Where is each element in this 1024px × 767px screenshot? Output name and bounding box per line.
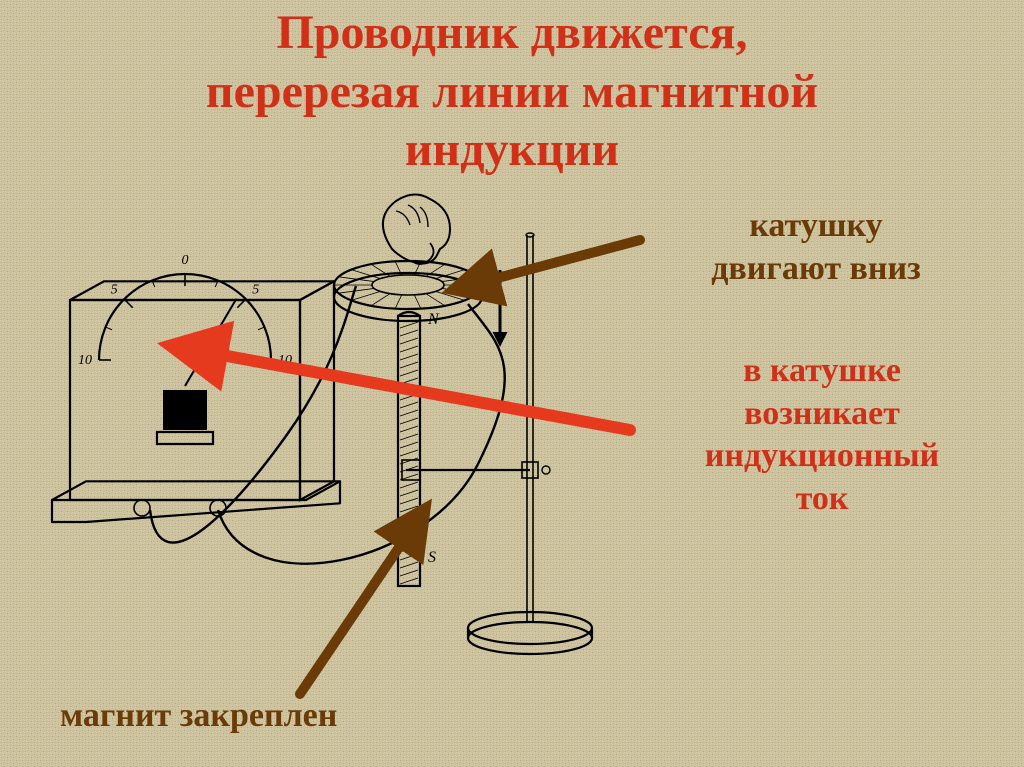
svg-text:5: 5 [111,282,118,297]
svg-text:10: 10 [78,353,92,368]
label-induced-current: в катушке возникает индукционный ток [622,350,1022,520]
svg-text:S: S [428,549,436,566]
svg-text:0: 0 [182,253,189,268]
label-coil-move: катушку двигают вниз [636,205,996,290]
svg-text:10: 10 [278,353,292,368]
svg-text:5: 5 [252,282,259,297]
label-magnet-fixed: магнит закреплен [60,695,480,738]
svg-text:N: N [427,311,440,328]
slide-title: Проводник движется, перерезая линии магн… [0,4,1024,180]
